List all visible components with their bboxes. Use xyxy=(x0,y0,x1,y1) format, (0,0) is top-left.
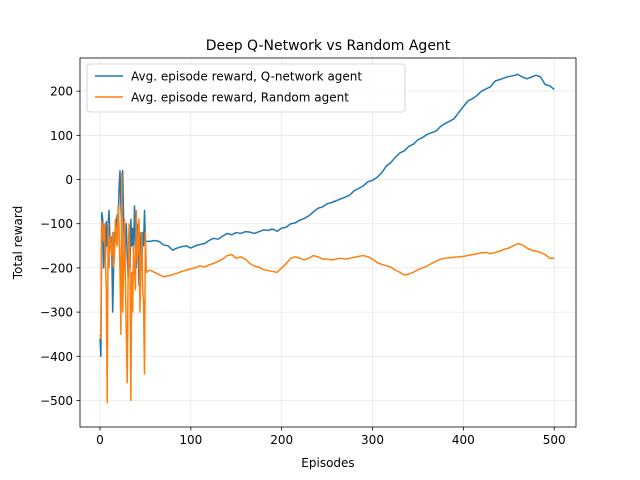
x-tick-label: 100 xyxy=(179,433,202,447)
legend-box xyxy=(86,63,406,113)
x-tick-label: 200 xyxy=(270,433,293,447)
x-tick-label: 0 xyxy=(96,433,104,447)
legend: Avg. episode reward, Q-network agent Avg.… xyxy=(86,63,406,113)
legend-label-1: Avg. episode reward, Q-network agent xyxy=(131,70,362,84)
y-tick-label: 0 xyxy=(65,173,73,187)
y-axis-title: Total reward xyxy=(11,206,25,280)
y-tick-label: −100 xyxy=(40,217,73,231)
y-tick-label: −500 xyxy=(40,394,73,408)
legend-label-2: Avg. episode reward, Random agent xyxy=(131,91,349,105)
y-tick-label: −400 xyxy=(40,350,73,364)
chart-title: Deep Q-Network vs Random Agent xyxy=(206,38,451,54)
axis-ticks: 0 100 200 300 400 500 −500 −400 −300 −200 −100 0 100… xyxy=(40,85,566,447)
y-tick-label: 200 xyxy=(50,85,73,99)
x-tick-label: 300 xyxy=(361,433,384,447)
plot-frame xyxy=(79,57,577,428)
y-tick-label: −200 xyxy=(40,261,73,275)
x-axis-title: Episodes xyxy=(301,456,354,470)
x-tick-label: 500 xyxy=(543,433,566,447)
series-line-2 xyxy=(99,172,555,404)
series-lines xyxy=(99,73,555,404)
x-tick-label: 400 xyxy=(452,433,475,447)
y-tick-label: −300 xyxy=(40,306,73,320)
y-tick-label: 100 xyxy=(50,129,73,143)
